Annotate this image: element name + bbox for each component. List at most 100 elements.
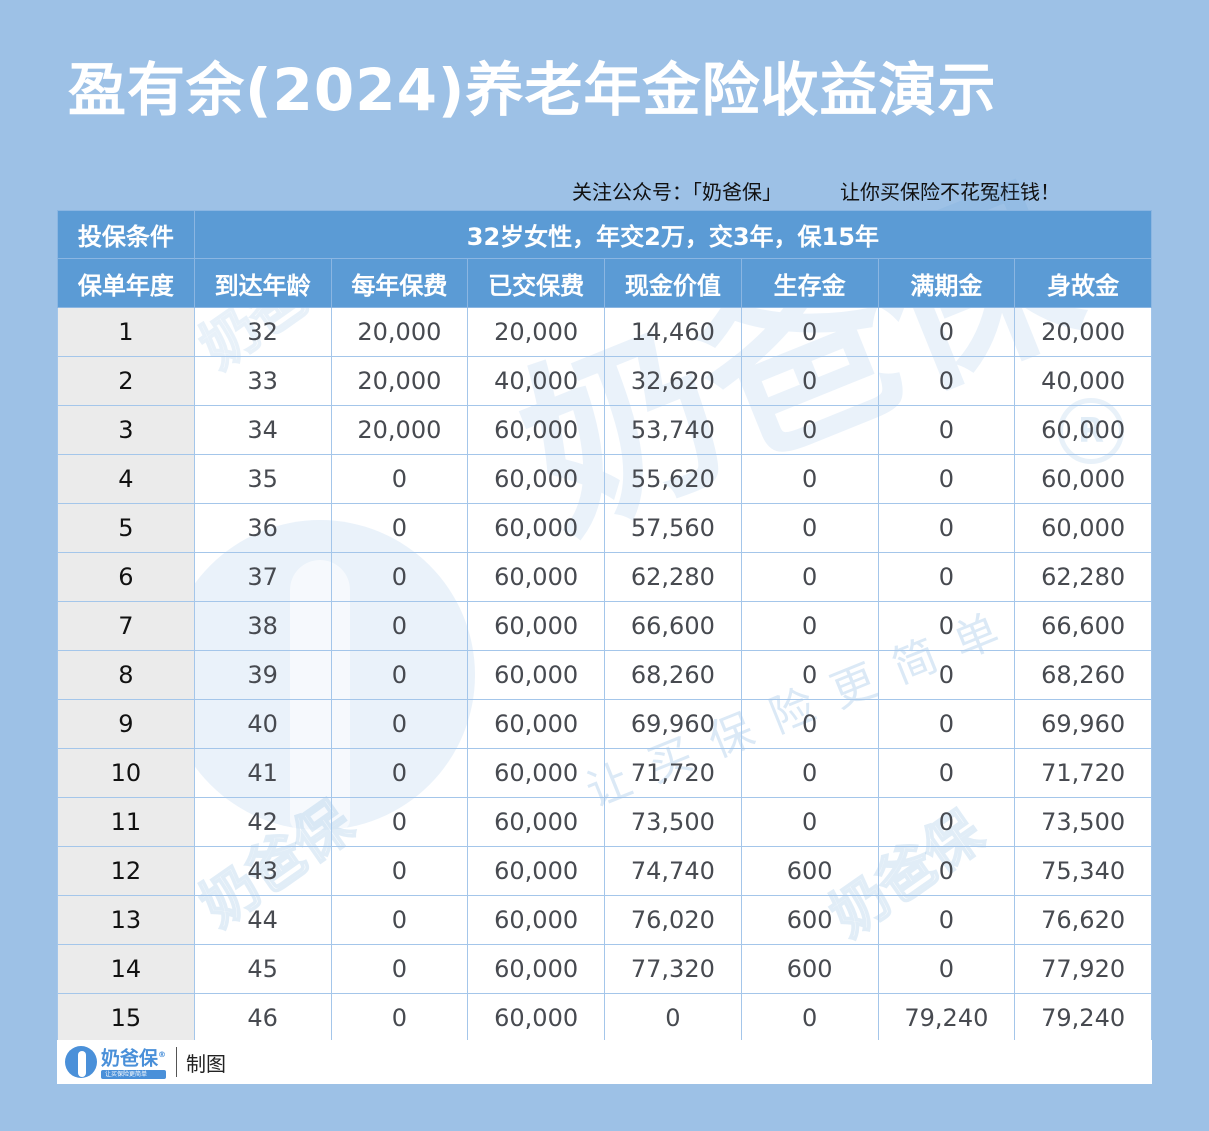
page-title: 盈有余(2024)养老年金险收益演示: [68, 56, 997, 124]
column-header: 已交保费: [467, 258, 605, 308]
table-cell: 53,740: [604, 405, 742, 455]
table-cell: 0: [877, 846, 1016, 896]
conditions-label: 投保条件: [57, 210, 195, 259]
policy-year-cell: 12: [57, 846, 195, 896]
table-cell: 60,000: [467, 405, 605, 455]
table-cell: 600: [740, 944, 879, 994]
table-cell: 60,000: [1014, 454, 1152, 504]
table-cell: 75,340: [1014, 846, 1152, 896]
table-cell: 74,740: [604, 846, 742, 896]
table-cell: 0: [330, 944, 469, 994]
table-cell: 0: [740, 454, 879, 504]
table-cell: 46: [193, 993, 332, 1043]
column-header: 满期金: [877, 258, 1016, 308]
table-cell: 66,600: [1014, 601, 1152, 651]
column-header: 生存金: [740, 258, 879, 308]
table-row: 8 39 0 60,000 68,260 0 0 68,260: [57, 650, 1152, 700]
table-cell: 79,240: [1014, 993, 1152, 1043]
table-cell: 20,000: [330, 307, 469, 357]
table-cell: 0: [740, 503, 879, 553]
table-cell: 37: [193, 552, 332, 602]
brand-name: 奶爸保®: [101, 1047, 167, 1070]
table-cell: 0: [877, 699, 1016, 749]
table-cell: 0: [330, 552, 469, 602]
table-cell: 33: [193, 356, 332, 406]
table-cell: 77,320: [604, 944, 742, 994]
brand-tagline: 让买保险更简单: [101, 1069, 167, 1079]
table-cell: 0: [877, 356, 1016, 406]
table-cell: 41: [193, 748, 332, 798]
column-header: 现金价值: [604, 258, 742, 308]
policy-year-cell: 3: [57, 405, 195, 455]
table-cell: 34: [193, 405, 332, 455]
policy-year-cell: 13: [57, 895, 195, 945]
table-cell: 0: [330, 650, 469, 700]
brand-logo: 奶爸保® 让买保险更简单: [65, 1045, 167, 1079]
table-cell: 35: [193, 454, 332, 504]
table-cell: 0: [330, 699, 469, 749]
made-by-label: 制图: [186, 1051, 227, 1076]
table-cell: 71,720: [1014, 748, 1152, 798]
footer-credit: 奶爸保® 让买保险更简单 制图: [57, 1040, 1152, 1084]
table-cell: 0: [877, 797, 1016, 847]
table-cell: 43: [193, 846, 332, 896]
table-row: 4 35 0 60,000 55,620 0 0 60,000: [57, 454, 1152, 504]
table-cell: 0: [740, 748, 879, 798]
table-cell: 62,280: [604, 552, 742, 602]
table-cell: 60,000: [467, 699, 605, 749]
table-cell: 0: [740, 356, 879, 406]
table-cell: 20,000: [330, 356, 469, 406]
table-cell: 60,000: [467, 797, 605, 847]
table-cell: 0: [740, 307, 879, 357]
table-cell: 600: [740, 846, 879, 896]
table-row: 9 40 0 60,000 69,960 0 0 69,960: [57, 699, 1152, 749]
table-row: 11 42 0 60,000 73,500 0 0 73,500: [57, 797, 1152, 847]
table-cell: 600: [740, 895, 879, 945]
table-cell: 0: [330, 601, 469, 651]
table-cell: 60,000: [467, 846, 605, 896]
table-row: 7 38 0 60,000 66,600 0 0 66,600: [57, 601, 1152, 651]
table-cell: 20,000: [330, 405, 469, 455]
table-cell: 0: [740, 405, 879, 455]
policy-year-cell: 7: [57, 601, 195, 651]
table-cell: 14,460: [604, 307, 742, 357]
table-cell: 0: [330, 454, 469, 504]
table-cell: 69,960: [1014, 699, 1152, 749]
table-cell: 60,000: [1014, 503, 1152, 553]
table-row: 12 43 0 60,000 74,740 600 0 75,340: [57, 846, 1152, 896]
table-cell: 0: [740, 699, 879, 749]
table-row: 2 33 20,000 40,000 32,620 0 0 40,000: [57, 356, 1152, 406]
table-cell: 0: [330, 846, 469, 896]
table-cell: 60,000: [467, 454, 605, 504]
table-cell: 39: [193, 650, 332, 700]
table-cell: 0: [740, 993, 879, 1043]
table-cell: 68,260: [604, 650, 742, 700]
table-cell: 76,020: [604, 895, 742, 945]
table-cell: 60,000: [467, 601, 605, 651]
table-cell: 57,560: [604, 503, 742, 553]
table-cell: 69,960: [604, 699, 742, 749]
table-cell: 0: [877, 895, 1016, 945]
table-row: 1 32 20,000 20,000 14,460 0 0 20,000: [57, 307, 1152, 357]
conditions-value: 32岁女性，年交2万，交3年，保15年: [193, 210, 1153, 259]
table-cell: 0: [330, 895, 469, 945]
policy-year-cell: 14: [57, 944, 195, 994]
policy-year-cell: 6: [57, 552, 195, 602]
table-cell: 0: [877, 944, 1016, 994]
table-cell: 0: [877, 601, 1016, 651]
table-cell: 73,500: [604, 797, 742, 847]
table-cell: 32,620: [604, 356, 742, 406]
table-row: 5 36 0 60,000 57,560 0 0 60,000: [57, 503, 1152, 553]
conditions-row: 投保条件 32岁女性，年交2万，交3年，保15年: [57, 210, 1153, 259]
table-cell: 40,000: [467, 356, 605, 406]
table-cell: 55,620: [604, 454, 742, 504]
policy-year-cell: 1: [57, 307, 195, 357]
table-cell: 0: [877, 503, 1016, 553]
footer-divider: [176, 1047, 178, 1077]
table-cell: 0: [740, 650, 879, 700]
table-row: 14 45 0 60,000 77,320 600 0 77,920: [57, 944, 1152, 994]
table-cell: 42: [193, 797, 332, 847]
table-cell: 0: [330, 993, 469, 1043]
benefit-table-container: 投保条件 32岁女性，年交2万，交3年，保15年 保单年度 到达年龄 每年保费 已交保…: [57, 210, 1153, 1043]
table-cell: 60,000: [467, 748, 605, 798]
